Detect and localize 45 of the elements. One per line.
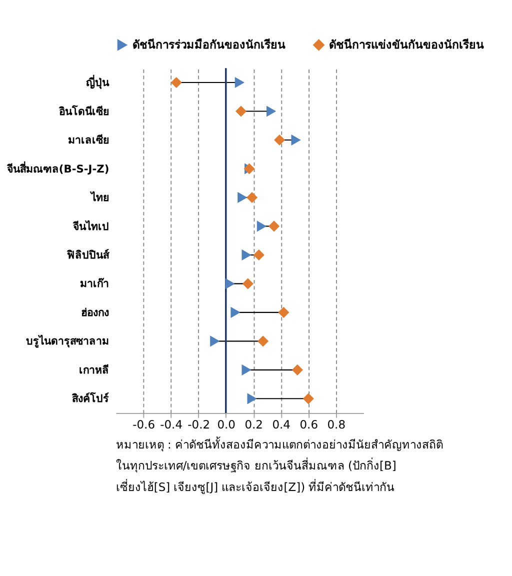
point bbox=[246, 192, 258, 203]
point bbox=[230, 307, 240, 318]
y-tick-label: ญี่ปุ่น bbox=[86, 74, 110, 90]
point bbox=[170, 77, 182, 88]
point bbox=[234, 77, 244, 88]
point bbox=[210, 336, 220, 347]
point bbox=[278, 307, 290, 318]
x-tick-label: 0.8 bbox=[327, 417, 346, 432]
y-tick-label: ฟิลิปปินส์ bbox=[66, 248, 110, 262]
x-tick-label: 0.4 bbox=[272, 417, 290, 432]
x-tick-label: -0.2 bbox=[188, 417, 210, 432]
y-tick-label: จีนสี่มณฑล(B-S-J-Z) bbox=[6, 160, 110, 176]
point bbox=[253, 250, 264, 260]
point bbox=[274, 134, 285, 146]
legend-label: ดัชนีการแข่งขันกันของนักเรียน bbox=[328, 37, 484, 52]
x-tick-label: 0.6 bbox=[300, 417, 318, 432]
point bbox=[258, 336, 268, 347]
x-tick-label: -0.4 bbox=[160, 417, 183, 432]
y-tick-label: สิงค์โปร์ bbox=[71, 392, 110, 406]
point bbox=[242, 364, 252, 376]
y-tick-label: บรูไนดารุสซาลาม bbox=[26, 334, 110, 349]
point bbox=[242, 250, 252, 260]
y-tick-label: ไทย bbox=[90, 191, 110, 204]
point bbox=[225, 278, 235, 290]
point bbox=[242, 278, 254, 290]
point bbox=[292, 364, 303, 376]
point bbox=[268, 220, 280, 232]
point bbox=[303, 393, 314, 404]
point bbox=[238, 192, 248, 203]
y-tick-label: มาเก๊า bbox=[80, 277, 110, 290]
y-tick-label: อินโดนีเซีย bbox=[58, 104, 110, 118]
x-tick-label: 0.0 bbox=[217, 417, 236, 432]
x-tick-label: -0.6 bbox=[132, 417, 156, 432]
point bbox=[266, 106, 276, 117]
point bbox=[291, 134, 301, 146]
y-tick-label: จีนไทเป bbox=[72, 220, 110, 233]
y-tick-label: มาเลเซีย bbox=[68, 134, 110, 147]
legend-label: ดัชนีการร่วมมือกันของนักเรียน bbox=[132, 37, 286, 52]
point bbox=[236, 106, 246, 117]
x-tick-label: 0.2 bbox=[244, 417, 263, 432]
text: หมายเหตุ : ค่าดัชนีทั้งสองมีความแตกต่างอย่างมีนัยสำคัญทางสถิติ ในทุกประเทศ/เขตเศรษฐกิจ ยกเว้นจีนสี่มณฑล (ปักกิ่ง[B] เซี่ยงไฮ้[S] เจียงซู[J] และเจ้อเจียง[Z]) ที่มีค่าดัชนีเท่ากัน bbox=[116, 436, 444, 494]
point bbox=[247, 393, 257, 404]
y-tick-label: ฮ่องกง bbox=[81, 306, 110, 319]
y-tick-label: เกาหลี bbox=[79, 363, 110, 376]
point bbox=[256, 220, 266, 232]
